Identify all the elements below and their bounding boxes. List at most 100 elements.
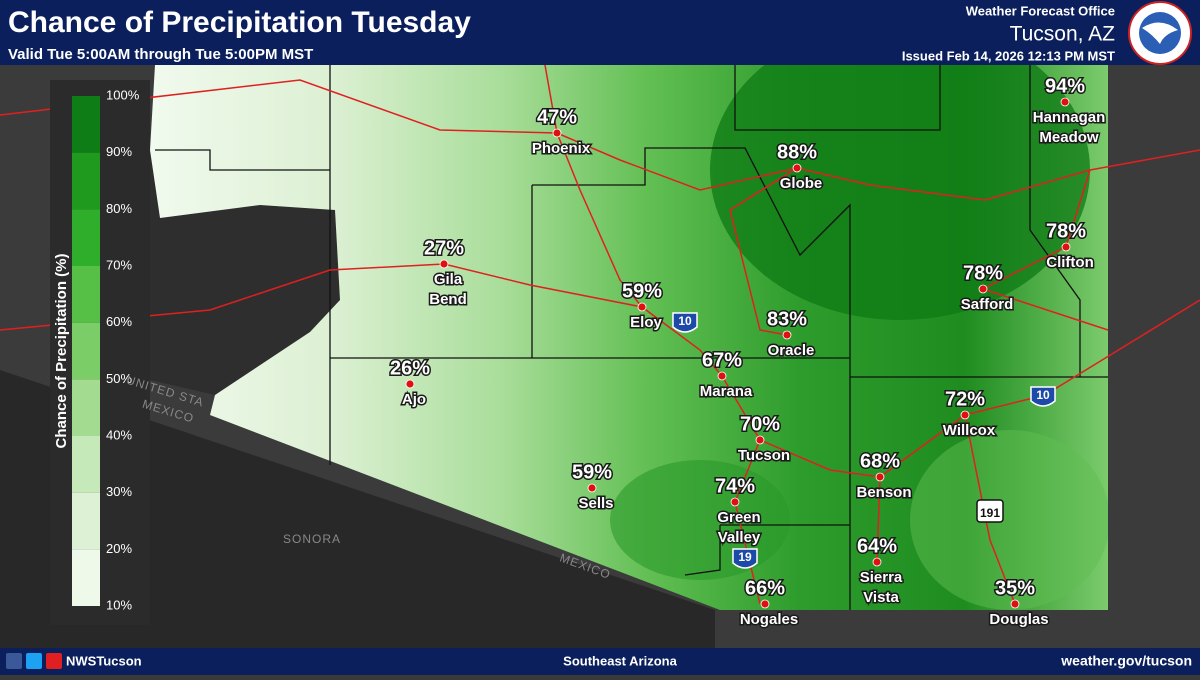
subtitle: Valid Tue 5:00AM through Tue 5:00PM MST xyxy=(8,46,313,63)
highway-number: 19 xyxy=(738,550,752,564)
city-dot xyxy=(637,302,647,312)
city-dot xyxy=(1060,97,1070,107)
city-name: Globe xyxy=(780,175,823,192)
city-dot xyxy=(782,330,792,340)
legend-label: 50% xyxy=(106,371,132,386)
header-bar xyxy=(0,0,1200,65)
city-name: Sierra xyxy=(860,569,903,586)
social-icons xyxy=(6,653,62,669)
city-dot xyxy=(872,557,882,567)
footer-handle: NWSTucson xyxy=(66,653,142,668)
legend-swatch xyxy=(72,152,100,210)
city-dot xyxy=(755,435,765,445)
city-dot xyxy=(405,379,415,389)
city-name: Gila xyxy=(434,271,463,288)
city-dot xyxy=(587,483,597,493)
city-percent: 72% xyxy=(945,388,985,410)
city-percent: 74% xyxy=(715,475,755,497)
legend-swatch xyxy=(72,96,100,153)
city-name: Ajo xyxy=(402,391,426,408)
highway-number: 10 xyxy=(678,314,692,328)
geo-label: SONORA xyxy=(283,532,341,546)
city-percent: 59% xyxy=(572,461,612,483)
highway-shields xyxy=(672,312,1056,569)
city-percent: 83% xyxy=(767,308,807,330)
city-percent: 47% xyxy=(537,106,577,128)
city-percent: 67% xyxy=(702,349,742,371)
legend-label: 90% xyxy=(106,144,132,159)
city-percent: 70% xyxy=(740,413,780,435)
city-name: Nogales xyxy=(740,611,798,628)
city-percent: 88% xyxy=(777,141,817,163)
city-percent: 78% xyxy=(963,262,1003,284)
highway-number: 10 xyxy=(1036,388,1050,402)
city-percent: 27% xyxy=(424,237,464,259)
city-percent: 78% xyxy=(1046,220,1086,242)
city-name: Oracle xyxy=(768,342,815,359)
city-dot xyxy=(717,371,727,381)
legend-swatch xyxy=(72,379,100,436)
nws-logo xyxy=(1128,1,1192,65)
city-dot xyxy=(875,472,885,482)
city-dot xyxy=(439,259,449,269)
legend-label: 20% xyxy=(106,541,132,556)
city-name: Bend xyxy=(429,291,467,308)
city-dot xyxy=(1010,599,1020,609)
city-percent: 94% xyxy=(1045,75,1085,97)
city-percent: 64% xyxy=(857,535,897,557)
city-percent: 68% xyxy=(860,450,900,472)
city-name: Vista xyxy=(863,589,899,606)
legend-label: 10% xyxy=(106,597,132,612)
legend-title: Chance of Precipitation (%) xyxy=(53,253,70,448)
legend-label: 80% xyxy=(106,201,132,216)
city-percent: 26% xyxy=(390,357,430,379)
city-dot xyxy=(960,410,970,420)
city-name: Phoenix xyxy=(532,140,591,157)
city-name: Clifton xyxy=(1046,254,1093,271)
city-name: Valley xyxy=(718,529,761,546)
city-dot xyxy=(978,284,988,294)
city-dot xyxy=(552,128,562,138)
city-name: Green xyxy=(717,509,760,526)
footer-region: Southeast Arizona xyxy=(563,653,677,668)
city-dot xyxy=(792,163,802,173)
legend-swatch xyxy=(72,549,100,606)
mexico xyxy=(0,370,715,648)
city-name: Marana xyxy=(700,383,753,400)
city-percent: 35% xyxy=(995,577,1035,599)
legend-label: 70% xyxy=(106,257,132,272)
city-name: Safford xyxy=(961,296,1014,313)
legend-swatch xyxy=(72,266,100,323)
legend-swatch xyxy=(72,436,100,493)
city-percent: 59% xyxy=(622,280,662,302)
highway-number: 191 xyxy=(980,506,1000,520)
city-name: Meadow xyxy=(1039,129,1099,146)
city-name: Tucson xyxy=(738,447,790,464)
legend-label: 40% xyxy=(106,427,132,442)
title: Chance of Precipitation Tuesday xyxy=(8,6,471,39)
city-name: Douglas xyxy=(989,611,1048,628)
legend-label: 30% xyxy=(106,484,132,499)
office: Tucson, AZ xyxy=(1010,23,1116,46)
legend-label: 100% xyxy=(106,87,140,102)
city-name: Willcox xyxy=(943,422,996,439)
issued: Issued Feb 14, 2026 12:13 PM MST xyxy=(902,48,1115,63)
city-dot xyxy=(730,497,740,507)
city-name: Benson xyxy=(856,484,911,501)
legend-swatch xyxy=(72,492,100,550)
city-name: Hannagan xyxy=(1033,109,1106,126)
footer-url: weather.gov/tucson xyxy=(1060,653,1192,669)
city-name: Sells xyxy=(578,495,613,512)
city-name: Eloy xyxy=(630,314,662,331)
footer-bar xyxy=(0,648,1200,675)
outside-area xyxy=(150,150,340,395)
legend-label: 60% xyxy=(106,314,132,329)
city-dot xyxy=(760,599,770,609)
county-lines xyxy=(155,65,1108,610)
office-line: Weather Forecast Office xyxy=(966,3,1115,18)
legend-swatch xyxy=(72,322,100,380)
city-percent: 66% xyxy=(745,577,785,599)
city-dot xyxy=(1061,242,1071,252)
legend-swatch xyxy=(72,209,100,266)
